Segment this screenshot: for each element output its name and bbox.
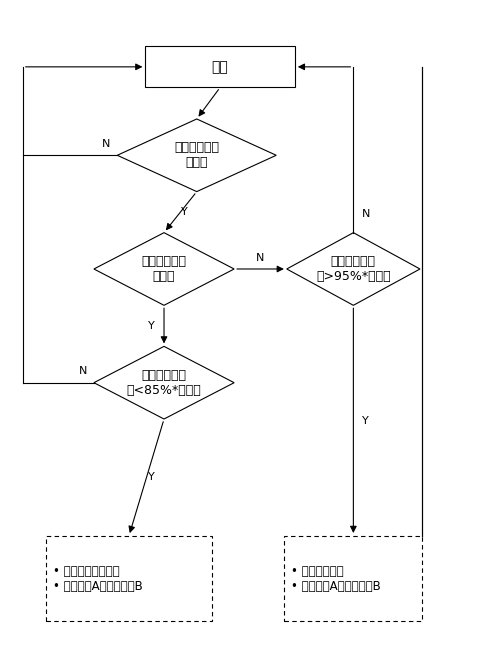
Bar [284,536,422,621]
Text: Y: Y [148,472,155,482]
Bar [46,536,212,621]
Text: N: N [256,253,264,263]
Text: N: N [78,367,87,376]
Text: • 停止冷罐储热功能
• 关闭阀门A，打开阀门B: • 停止冷罐储热功能 • 关闭阀门A，打开阀门B [53,565,143,592]
Text: 热罐熔融盐质
量<85%*总容积: 热罐熔融盐质 量<85%*总容积 [127,368,202,397]
Text: • 启动冷罐储热
• 打开阀门A，关闭阀门B: • 启动冷罐储热 • 打开阀门A，关闭阀门B [291,565,381,592]
Text: 开始: 开始 [212,60,228,74]
Text: N: N [102,139,110,149]
Text: 有太阳能加热
集热场: 有太阳能加热 集热场 [174,141,219,169]
Text: Y: Y [148,321,155,331]
Text: N: N [362,209,370,218]
Text: 冷罐储热功能
已启动: 冷罐储热功能 已启动 [142,255,187,283]
Text: Y: Y [181,207,187,217]
Text: 热罐熔融盐质
量>95%*总容积: 热罐熔融盐质 量>95%*总容积 [316,255,391,283]
Bar [145,46,295,88]
Text: Y: Y [362,416,369,426]
